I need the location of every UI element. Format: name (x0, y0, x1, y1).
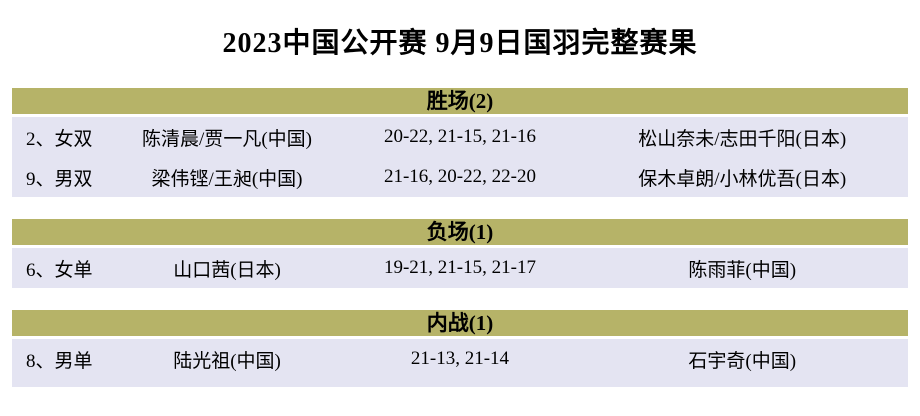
player-two: 松山奈未/志田千阳(日本) (638, 128, 847, 150)
match-number-event: 6、女单 (26, 259, 93, 281)
match-row: 2、女双 陈清晨/贾一凡(中国) 20-22, 21-15, 21-16 松山奈… (12, 117, 908, 157)
match-section: 内战(1) 8、男单 陆光祖(中国) 21-13, 21-14 石宇奇(中国) (12, 310, 908, 387)
results-table: 胜场(2) 2、女双 陈清晨/贾一凡(中国) 20-22, 21-15, 21-… (12, 88, 908, 387)
player-two: 陈雨菲(中国) (688, 259, 797, 281)
page-title: 2023中国公开赛 9月9日国羽完整赛果 (222, 28, 698, 59)
player-two: 石宇奇(中国) (688, 350, 797, 372)
match-number-event: 8、男单 (26, 350, 93, 372)
match-section: 负场(1) 6、女单 山口茜(日本) 19-21, 21-15, 21-17 陈… (12, 219, 908, 288)
match-row: 8、男单 陆光祖(中国) 21-13, 21-14 石宇奇(中国) (12, 339, 908, 379)
player-two: 保木卓朗/小林优吾(日本) (638, 168, 847, 190)
player-one: 梁伟铿/王昶(中国) (151, 168, 303, 190)
section-header: 负场(1) (12, 219, 908, 245)
section-rows: 8、男单 陆光祖(中国) 21-13, 21-14 石宇奇(中国) (12, 339, 908, 387)
player-one: 山口茜(日本) (173, 259, 281, 281)
match-number-event: 9、男双 (26, 168, 93, 190)
section-header: 内战(1) (12, 310, 908, 336)
match-row: 9、男双 梁伟铿/王昶(中国) 21-16, 20-22, 22-20 保木卓朗… (12, 157, 908, 197)
match-row: 6、女单 山口茜(日本) 19-21, 21-15, 21-17 陈雨菲(中国) (12, 248, 908, 288)
match-section: 胜场(2) 2、女双 陈清晨/贾一凡(中国) 20-22, 21-15, 21-… (12, 88, 908, 197)
match-number-event: 2、女双 (26, 128, 93, 150)
section-title: 负场(1) (426, 220, 494, 244)
section-title: 胜场(2) (426, 89, 494, 113)
section-rows: 6、女单 山口茜(日本) 19-21, 21-15, 21-17 陈雨菲(中国) (12, 248, 908, 288)
player-one: 陈清晨/贾一凡(中国) (142, 128, 312, 150)
section-header: 胜场(2) (12, 88, 908, 114)
match-score: 21-13, 21-14 (410, 348, 510, 369)
match-score: 20-22, 21-15, 21-16 (383, 126, 536, 147)
section-title: 内战(1) (426, 311, 494, 335)
section-rows: 2、女双 陈清晨/贾一凡(中国) 20-22, 21-15, 21-16 松山奈… (12, 117, 908, 197)
player-one: 陆光祖(中国) (173, 350, 281, 372)
match-score: 21-16, 20-22, 22-20 (383, 166, 536, 187)
match-score: 19-21, 21-15, 21-17 (383, 257, 536, 278)
